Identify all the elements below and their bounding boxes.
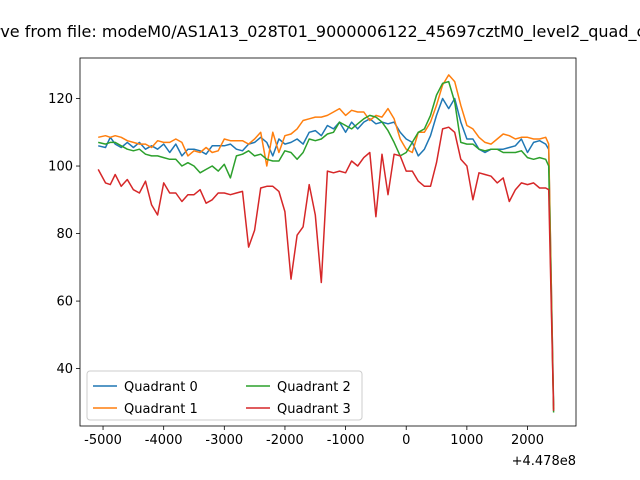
y-tick-label: 80 [56,227,73,242]
y-tick-label: 40 [56,362,73,377]
series-line-quadrant-0 [98,97,555,406]
series-line-quadrant-1 [98,74,555,410]
series-group [97,74,555,413]
y-tick-label: 60 [56,295,73,310]
legend-box [86,370,363,421]
x-tick-label: -4000 [145,433,183,448]
plot-frame [79,57,577,427]
chart-title: Light curve from file: modeM0/AS1A13_028… [0,22,640,42]
x-tick-label: -1000 [327,433,365,448]
series-line-quadrant-2 [98,80,555,413]
x-tick-label: 2000 [511,433,544,448]
legend-label-quadrant-2: Quadrant 2 [277,380,351,395]
x-tick-label: 0 [402,433,410,448]
y-tick-label: 100 [48,160,73,175]
legend: Quadrant 0 Quadrant 1 Quadrant 2 Quadrant 3 [86,370,363,421]
legend-label-quadrant-1: Quadrant 1 [124,402,198,417]
legend-label-quadrant-0: Quadrant 0 [124,380,198,395]
x-tick-label: -5000 [84,433,122,448]
y-tick-label: 120 [48,92,73,107]
series-line-quadrant-3 [97,126,555,411]
legend-label-quadrant-3: Quadrant 3 [277,402,351,417]
x-tick-label: -2000 [266,433,304,448]
x-offset-label: +4.478e8 [512,454,576,469]
x-tick-label: 1000 [450,433,483,448]
x-tick-label: -3000 [205,433,243,448]
